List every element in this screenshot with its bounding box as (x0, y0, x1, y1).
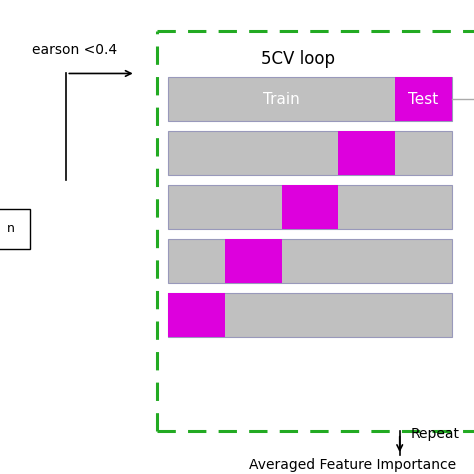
Bar (168, 293, 452, 337)
Bar (168, 77, 452, 121)
Text: earson <0.4: earson <0.4 (32, 43, 117, 57)
Text: Averaged Feature Importance: Averaged Feature Importance (248, 457, 456, 472)
Text: Test: Test (408, 91, 438, 107)
Text: n: n (7, 222, 15, 235)
Bar (168, 293, 225, 337)
Bar (168, 185, 452, 229)
Bar (225, 239, 282, 283)
Bar (282, 185, 338, 229)
Bar (168, 239, 452, 283)
Text: Train: Train (263, 91, 300, 107)
Bar (395, 77, 452, 121)
Text: Repeat: Repeat (410, 427, 459, 441)
Text: 5CV loop: 5CV loop (261, 50, 335, 68)
Bar (168, 131, 452, 175)
Bar (0, 209, 29, 249)
Bar (338, 131, 395, 175)
